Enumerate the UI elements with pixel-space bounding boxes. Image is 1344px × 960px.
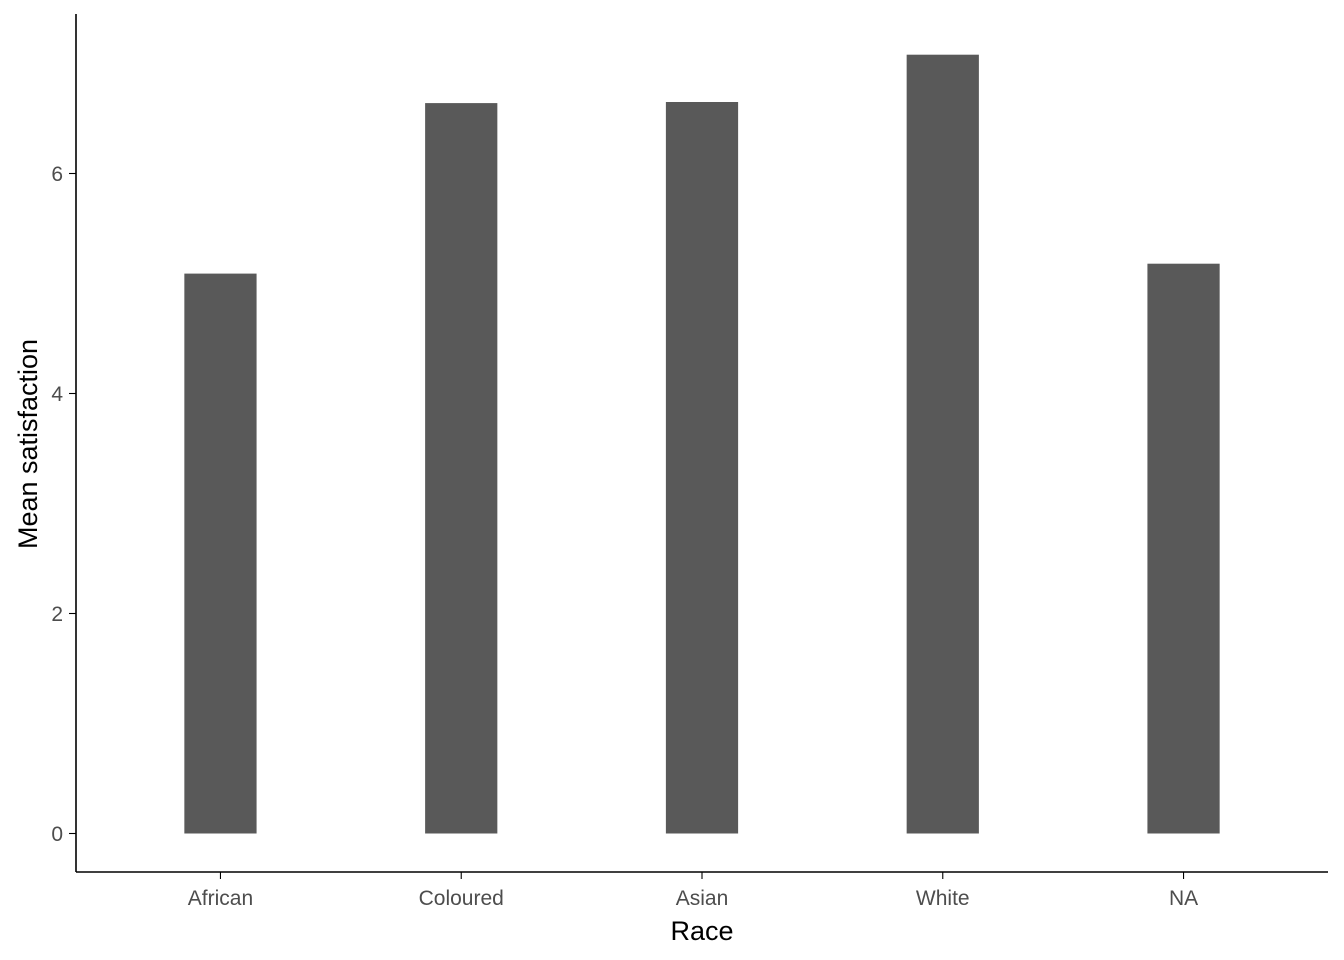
x-tick-label: Coloured [419,887,504,910]
x-tick-label: NA [1169,887,1198,910]
bar-na [1147,263,1220,834]
x-tick-label: White [916,887,970,910]
bar-white [906,54,979,834]
bar-coloured [425,103,498,834]
bar-african [184,273,257,834]
x-axis-title: Race [670,916,733,946]
bar-asian [665,102,739,834]
y-tick-label: 2 [51,603,63,626]
y-axis-title: Mean satisfaction [13,339,43,549]
x-tick-label: Asian [676,887,729,910]
y-tick-label: 6 [51,163,63,186]
y-tick-label: 0 [51,823,63,846]
y-axis-ticks: 0 2 4 6 [51,163,76,846]
x-axis-ticks: African Coloured Asian White NA [188,872,1198,910]
x-tick-label: African [188,887,253,910]
bars-group [184,54,1220,834]
y-tick-label: 4 [51,383,63,406]
